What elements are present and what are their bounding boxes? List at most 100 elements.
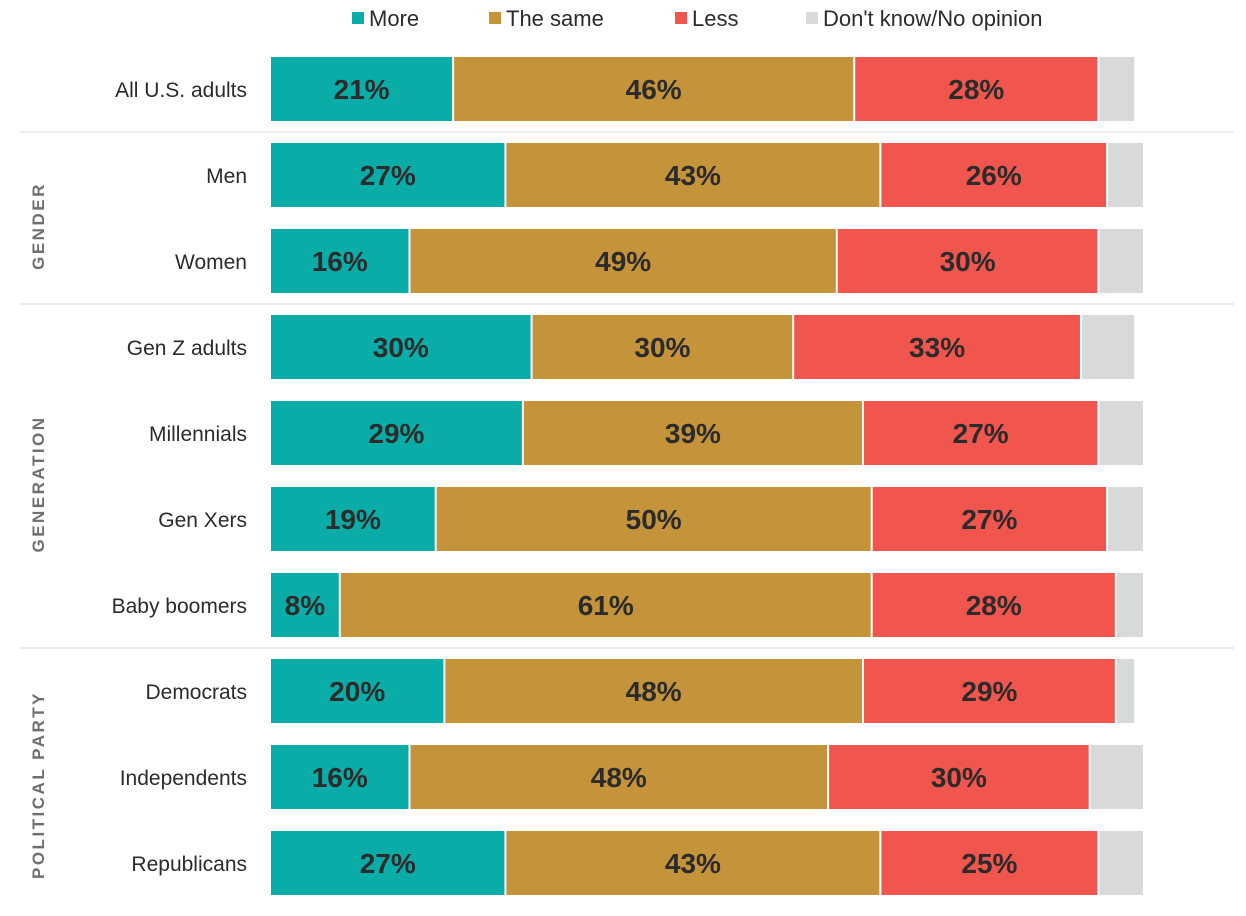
row-label: Republicans [131, 853, 247, 876]
bar-segment-more [271, 315, 531, 379]
bar-segment-don-t-know-no-opinion [1099, 401, 1143, 465]
bar-row-independents: Independents 16% 48% 30% [120, 745, 1143, 809]
bar-segment-less [863, 659, 1115, 723]
bar-segment-more [271, 659, 444, 723]
bar-row-men: Men 27% 43% 26% [206, 143, 1143, 207]
row-label: Women [175, 251, 247, 274]
bar-segment-more [271, 57, 453, 121]
value-label-less: 27% [953, 418, 1009, 449]
row-label: Men [206, 165, 247, 188]
bar-segment-the-same [436, 487, 871, 551]
bar-segment-more [271, 745, 409, 809]
value-label-the-same: 48% [591, 762, 647, 793]
value-label-more: 16% [312, 246, 368, 277]
bar-segment-don-t-know-no-opinion [1108, 487, 1143, 551]
group-dividers [20, 131, 1234, 649]
value-label-more: 29% [368, 418, 424, 449]
bar-segment-the-same [506, 831, 880, 895]
row-label: Democrats [145, 681, 247, 704]
value-label-more: 27% [360, 160, 416, 191]
value-label-less: 28% [948, 74, 1004, 105]
bar-segment-don-t-know-no-opinion [1116, 573, 1143, 637]
bar-row-all-u-s-adults: All U.S. adults 21% 46% 28% [115, 57, 1135, 121]
bar-row-gen-xers: Gen Xers 19% 50% 27% [158, 487, 1143, 551]
legend-label-don-t-know-no-opinion: Don't know/No opinion [823, 6, 1042, 31]
value-label-less: 25% [961, 848, 1017, 879]
bar-segment-the-same [445, 659, 862, 723]
bar-segment-the-same [506, 143, 880, 207]
legend-label-the-same: The same [506, 6, 604, 31]
group-label-gender: GENDER [29, 182, 48, 270]
bar-segment-less [881, 143, 1107, 207]
bar-segment-the-same [340, 573, 871, 637]
bar-segment-don-t-know-no-opinion [1108, 143, 1143, 207]
legend-swatch-more [352, 12, 364, 24]
value-label-more: 8% [285, 590, 326, 621]
value-label-the-same: 43% [665, 848, 721, 879]
bar-segment-more [271, 487, 435, 551]
value-label-less: 30% [940, 246, 996, 277]
row-label: Baby boomers [112, 595, 247, 618]
value-label-the-same: 46% [626, 74, 682, 105]
bar-segment-don-t-know-no-opinion [1099, 57, 1135, 121]
value-label-the-same: 39% [665, 418, 721, 449]
legend-swatch-don-t-know-no-opinion [806, 12, 818, 24]
value-label-the-same: 61% [578, 590, 634, 621]
legend-swatch-less [675, 12, 687, 24]
bar-row-republicans: Republicans 27% 43% 25% [131, 831, 1143, 895]
value-label-more: 16% [312, 762, 368, 793]
legend: More The same Less Don't know/No opinion [352, 6, 1042, 31]
bar-segment-less [881, 831, 1098, 895]
value-label-the-same: 49% [595, 246, 651, 277]
bar-segment-the-same [532, 315, 793, 379]
value-label-less: 27% [961, 504, 1017, 535]
value-label-the-same: 43% [665, 160, 721, 191]
bar-segment-the-same [410, 745, 828, 809]
legend-label-less: Less [692, 6, 738, 31]
bar-segment-less [863, 401, 1098, 465]
bar-row-democrats: Democrats 20% 48% 29% [145, 659, 1135, 723]
bar-row-women: Women 16% 49% 30% [175, 229, 1143, 293]
bar-segment-less [829, 745, 1089, 809]
bar-segment-less [837, 229, 1098, 293]
value-label-less: 26% [966, 160, 1022, 191]
row-label: Gen Z adults [127, 337, 247, 360]
bar-segment-less [872, 487, 1107, 551]
value-label-more: 19% [325, 504, 381, 535]
value-label-more: 27% [360, 848, 416, 879]
bar-segment-more [271, 831, 505, 895]
value-label-more: 20% [329, 676, 385, 707]
row-label: Independents [120, 767, 247, 790]
group-label-political-party: POLITICAL PARTY [29, 691, 48, 879]
bar-rows: All U.S. adults 21% 46% 28% Men 27% 43% 26% Wome… [112, 57, 1143, 895]
bar-segment-more [271, 573, 339, 637]
bar-segment-don-t-know-no-opinion [1116, 659, 1135, 723]
row-label: All U.S. adults [115, 79, 247, 102]
bar-segment-more [271, 401, 522, 465]
value-label-less: 29% [961, 676, 1017, 707]
bar-row-gen-z-adults: Gen Z adults 30% 30% 33% [127, 315, 1135, 379]
value-label-more: 21% [334, 74, 390, 105]
bar-segment-the-same [454, 57, 854, 121]
legend-swatch-the-same [489, 12, 501, 24]
value-label-the-same: 30% [634, 332, 690, 363]
bar-segment-more [271, 143, 505, 207]
value-label-the-same: 50% [626, 504, 682, 535]
bar-segment-don-t-know-no-opinion [1099, 229, 1143, 293]
bar-segment-don-t-know-no-opinion [1099, 831, 1143, 895]
value-label-the-same: 48% [626, 676, 682, 707]
value-label-less: 30% [931, 762, 987, 793]
bar-segment-don-t-know-no-opinion [1081, 315, 1135, 379]
bar-segment-less [794, 315, 1080, 379]
bar-segment-less [855, 57, 1098, 121]
bar-segment-less [872, 573, 1115, 637]
row-label: Millennials [149, 423, 247, 446]
group-label-generation: GENERATION [29, 415, 48, 552]
bar-segment-the-same [523, 401, 862, 465]
bar-segment-the-same [410, 229, 836, 293]
bar-row-millennials: Millennials 29% 39% 27% [149, 401, 1143, 465]
value-label-less: 28% [966, 590, 1022, 621]
value-label-less: 33% [909, 332, 965, 363]
value-label-more: 30% [373, 332, 429, 363]
